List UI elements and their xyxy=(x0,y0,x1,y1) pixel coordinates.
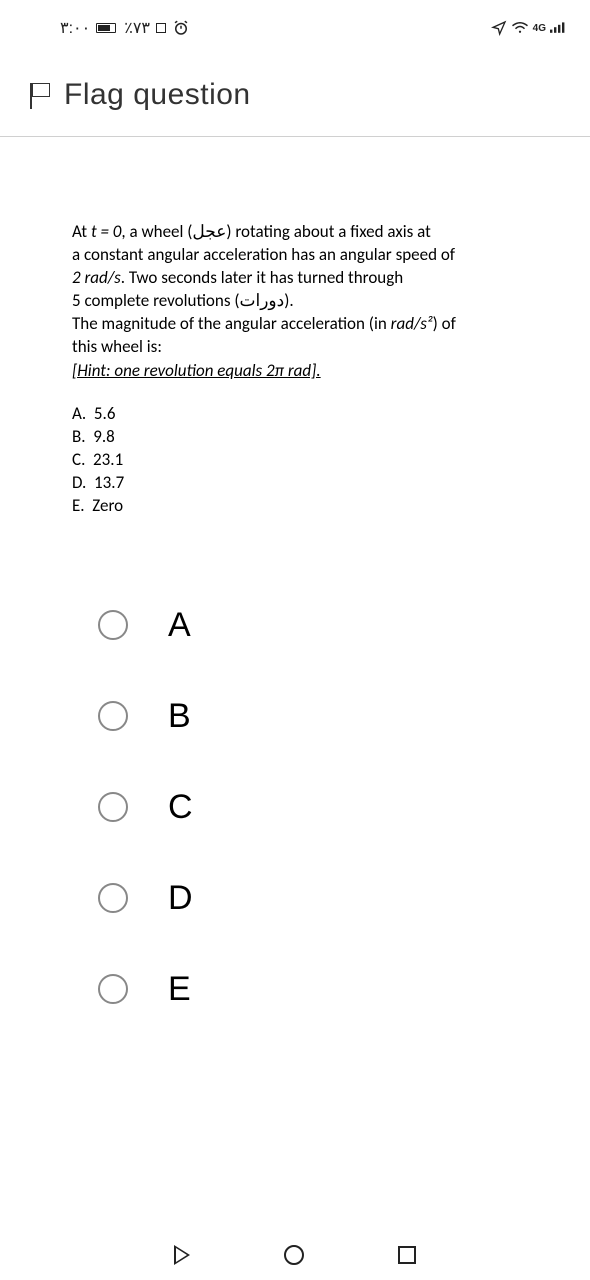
network-label: 4G xyxy=(533,23,546,34)
battery-icon xyxy=(96,23,116,33)
hint-text: [Hint: one revolution equals 2π rad]. xyxy=(72,360,518,381)
alarm-icon xyxy=(172,19,190,37)
wifi-icon xyxy=(511,21,529,35)
signal-icon xyxy=(550,21,566,35)
back-button[interactable] xyxy=(174,1245,190,1265)
option-a: A. 5.6 xyxy=(72,403,518,424)
question-card: At t = 0, a wheel (عجل) rotating about a… xyxy=(24,221,566,1009)
answer-label-a: A xyxy=(168,606,191,645)
answer-row[interactable]: C xyxy=(98,788,518,827)
location-icon xyxy=(491,20,507,36)
status-right: 4G xyxy=(491,20,566,36)
status-bar: ٣:٠٠ ٪٧٣ 4G xyxy=(0,0,590,56)
question-content: At t = 0, a wheel (عجل) rotating about a… xyxy=(0,137,590,1009)
radio-c[interactable] xyxy=(98,792,128,822)
answer-row[interactable]: E xyxy=(98,970,518,1009)
status-time: ٣:٠٠ xyxy=(60,18,90,38)
flag-icon xyxy=(28,81,50,109)
question-text: At t = 0, a wheel (عجل) rotating about a… xyxy=(72,221,518,381)
question-options: A. 5.6 B. 9.8 C. 23.1 D. 13.7 E. Zero xyxy=(72,403,518,516)
answer-label-e: E xyxy=(168,970,191,1009)
flag-question-link[interactable]: Flag question xyxy=(0,56,590,137)
answer-row[interactable]: B xyxy=(98,697,518,736)
radio-b[interactable] xyxy=(98,701,128,731)
home-button[interactable] xyxy=(284,1245,304,1265)
answer-row[interactable]: A xyxy=(98,606,518,645)
android-nav-bar xyxy=(0,1230,590,1280)
answer-label-b: B xyxy=(168,697,191,736)
radio-a[interactable] xyxy=(98,610,128,640)
option-d: D. 13.7 xyxy=(72,472,518,493)
answer-label-d: D xyxy=(168,879,193,918)
radio-d[interactable] xyxy=(98,883,128,913)
answer-radio-group: A B C D E xyxy=(72,606,518,1009)
status-left: ٣:٠٠ ٪٧٣ xyxy=(60,18,190,38)
answer-row[interactable]: D xyxy=(98,879,518,918)
flag-question-label: Flag question xyxy=(64,78,251,112)
battery-pct: ٪٧٣ xyxy=(124,18,150,38)
option-c: C. 23.1 xyxy=(72,449,518,470)
radio-e[interactable] xyxy=(98,974,128,1004)
vibrate-icon xyxy=(156,23,166,33)
recent-button[interactable] xyxy=(398,1246,416,1264)
option-e: E. Zero xyxy=(72,495,518,516)
answer-label-c: C xyxy=(168,788,193,827)
option-b: B. 9.8 xyxy=(72,426,518,447)
